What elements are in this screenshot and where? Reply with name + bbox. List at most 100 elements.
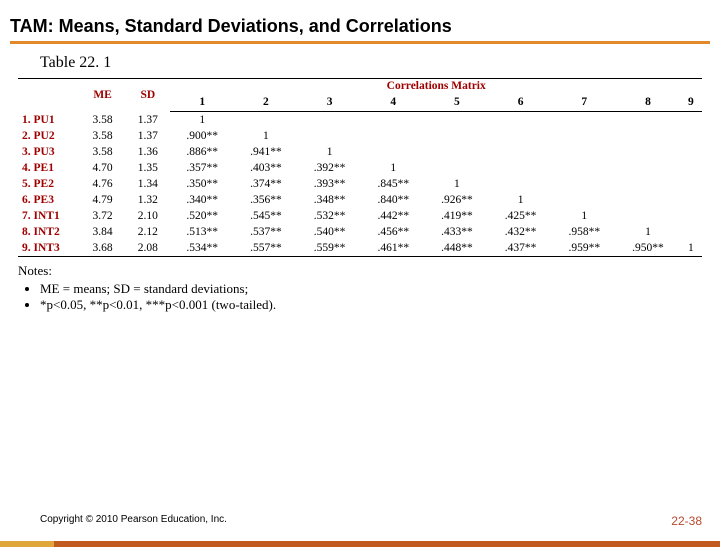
table-row: 3. PU33.581.36.886**.941**1 — [18, 144, 702, 160]
cell — [680, 224, 702, 240]
col-1: 1 — [170, 93, 234, 112]
cell: .433** — [425, 224, 489, 240]
cell: 1 — [616, 224, 680, 240]
cell — [552, 128, 616, 144]
cell: .374** — [234, 176, 298, 192]
cell-me: 3.84 — [80, 224, 125, 240]
cell: 1 — [680, 240, 702, 257]
notes-label: Notes: — [18, 263, 702, 279]
row-label: 8. INT2 — [18, 224, 80, 240]
footer: Copyright © 2010 Pearson Education, Inc.… — [0, 514, 720, 528]
cell — [425, 144, 489, 160]
cell: .532** — [298, 208, 362, 224]
correlations-matrix-title: Correlations Matrix — [170, 79, 702, 94]
cell: .900** — [170, 128, 234, 144]
cell: 1 — [489, 192, 553, 208]
cell: .941** — [234, 144, 298, 160]
cell: .456** — [361, 224, 425, 240]
cell: 1 — [234, 128, 298, 144]
cell-me: 4.70 — [80, 160, 125, 176]
cell-me: 3.72 — [80, 208, 125, 224]
cell: .432** — [489, 224, 553, 240]
cell: .840** — [361, 192, 425, 208]
cell: .448** — [425, 240, 489, 257]
cell: .958** — [552, 224, 616, 240]
cell — [489, 160, 553, 176]
cell-sd: 2.12 — [125, 224, 170, 240]
row-label: 3. PU3 — [18, 144, 80, 160]
cell — [425, 128, 489, 144]
cell: .425** — [489, 208, 553, 224]
cell — [552, 144, 616, 160]
notes-item: ME = means; SD = standard deviations; — [40, 281, 702, 297]
row-label: 2. PU2 — [18, 128, 80, 144]
cell: .442** — [361, 208, 425, 224]
notes-item: *p<0.05, **p<0.01, ***p<0.001 (two-taile… — [40, 297, 702, 313]
table-row: 8. INT23.842.12.513**.537**.540**.456**.… — [18, 224, 702, 240]
cell-sd: 1.34 — [125, 176, 170, 192]
cell-me: 3.58 — [80, 112, 125, 129]
col-sd: SD — [125, 79, 170, 112]
cell — [489, 112, 553, 129]
cell — [489, 128, 553, 144]
table-number-label: Table 22. 1 — [40, 54, 720, 72]
cell: .537** — [234, 224, 298, 240]
cell — [616, 128, 680, 144]
cell — [298, 112, 362, 129]
cell — [680, 208, 702, 224]
cell — [616, 160, 680, 176]
cell — [298, 128, 362, 144]
cell: 1 — [170, 112, 234, 129]
col-me: ME — [80, 79, 125, 112]
col-6: 6 — [489, 93, 553, 112]
cell-sd: 1.36 — [125, 144, 170, 160]
cell: .350** — [170, 176, 234, 192]
col-9: 9 — [680, 93, 702, 112]
cell: .393** — [298, 176, 362, 192]
cell: 1 — [361, 160, 425, 176]
cell-me: 3.58 — [80, 128, 125, 144]
cell — [361, 144, 425, 160]
cell-sd: 2.08 — [125, 240, 170, 257]
row-label: 1. PU1 — [18, 112, 80, 129]
cell-sd: 1.37 — [125, 128, 170, 144]
col-8: 8 — [616, 93, 680, 112]
cell: .534** — [170, 240, 234, 257]
cell — [234, 112, 298, 129]
table-row: 1. PU13.581.371 — [18, 112, 702, 129]
cell: .403** — [234, 160, 298, 176]
cell: .392** — [298, 160, 362, 176]
table-row: 5. PE24.761.34.350**.374**.393**.845**1 — [18, 176, 702, 192]
cell: 1 — [425, 176, 489, 192]
col-4: 4 — [361, 93, 425, 112]
cell: .357** — [170, 160, 234, 176]
col-3: 3 — [298, 93, 362, 112]
cell — [552, 160, 616, 176]
cell — [489, 144, 553, 160]
cell: .513** — [170, 224, 234, 240]
cell: .348** — [298, 192, 362, 208]
row-label: 9. INT3 — [18, 240, 80, 257]
cell — [552, 176, 616, 192]
row-label: 5. PE2 — [18, 176, 80, 192]
cell — [616, 176, 680, 192]
cell: .461** — [361, 240, 425, 257]
col-2: 2 — [234, 93, 298, 112]
cell: .886** — [170, 144, 234, 160]
cell — [489, 176, 553, 192]
table-row: 2. PU23.581.37.900**1 — [18, 128, 702, 144]
cell — [680, 144, 702, 160]
cell — [616, 112, 680, 129]
cell — [425, 112, 489, 129]
cell — [361, 128, 425, 144]
col-7: 7 — [552, 93, 616, 112]
row-label: 6. PE3 — [18, 192, 80, 208]
cell: .959** — [552, 240, 616, 257]
copyright-text: Copyright © 2010 Pearson Education, Inc. — [40, 514, 227, 528]
correlation-table-wrap: ME SD Correlations Matrix 123456789 1. P… — [18, 78, 702, 257]
cell: .356** — [234, 192, 298, 208]
correlation-table: ME SD Correlations Matrix 123456789 1. P… — [18, 78, 702, 257]
cell: .926** — [425, 192, 489, 208]
col-5: 5 — [425, 93, 489, 112]
bottom-accent-bar — [0, 534, 720, 540]
